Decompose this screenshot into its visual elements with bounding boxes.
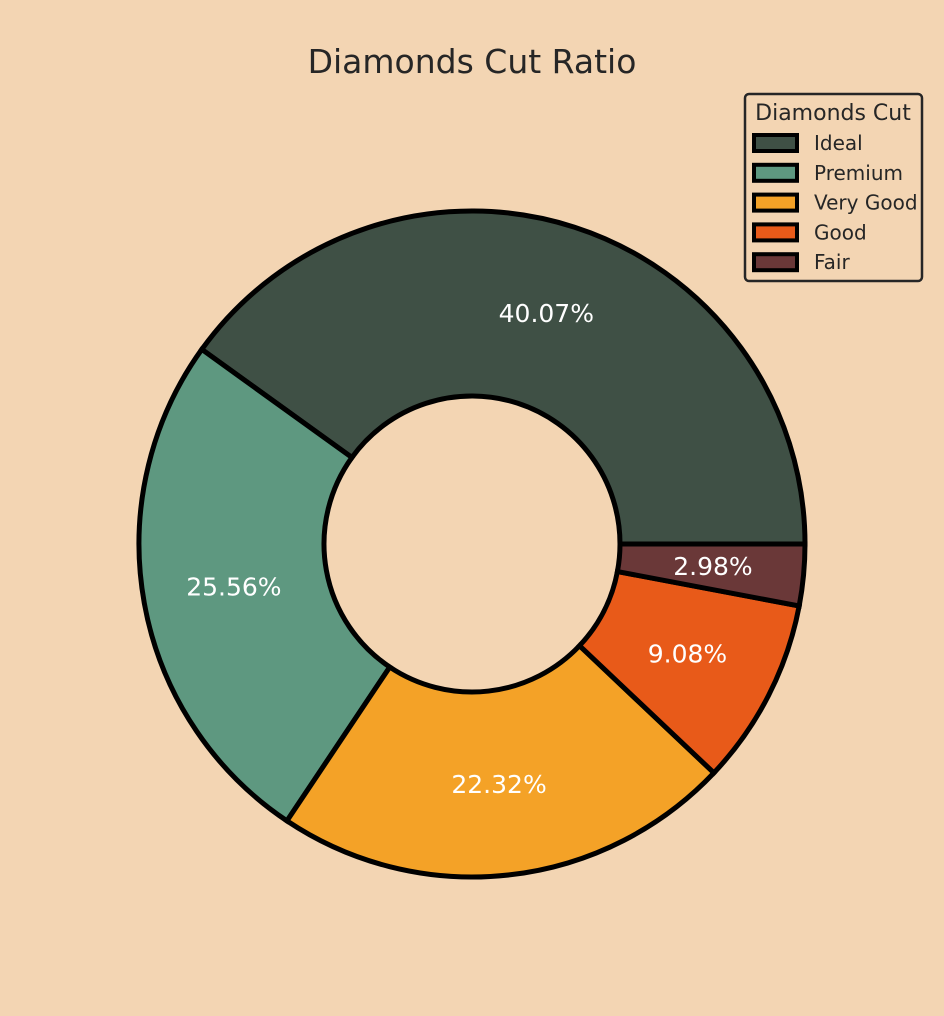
legend-swatch-fair [752,252,799,273]
percentage-labels: 40.07% 25.56% 22.32% 9.08% 2.98% [186,299,752,799]
legend-swatch-good [752,222,799,243]
legend: Diamonds Cut Ideal Premium Very Good Good Fa… [743,92,924,283]
pct-label-very-good: 22.32% [451,770,546,799]
legend-swatch-premium [752,162,799,183]
legend-label-fair: Fair [814,250,850,274]
legend-label-good: Good [814,220,867,244]
legend-label-premium: Premium [814,161,903,185]
wedge-ideal [198,208,808,547]
pct-label-good: 9.08% [648,640,727,669]
donut-wedges [136,208,808,880]
legend-label-ideal: Ideal [814,131,863,155]
legend-title: Diamonds Cut [755,101,911,126]
wedge-very-good [283,642,718,880]
pct-label-fair: 2.98% [673,552,752,581]
legend-label-very-good: Very Good [814,191,918,215]
legend-swatch-ideal [752,133,799,153]
pct-label-premium: 25.56% [186,573,281,602]
legend-items: Ideal Premium Very Good Good Fair [752,131,918,274]
chart-title: Diamonds Cut Ratio [308,42,637,81]
pct-label-ideal: 40.07% [499,299,594,328]
wedge-fair [614,541,808,609]
legend-swatch-very-good [752,192,799,213]
wedge-premium [136,345,394,825]
